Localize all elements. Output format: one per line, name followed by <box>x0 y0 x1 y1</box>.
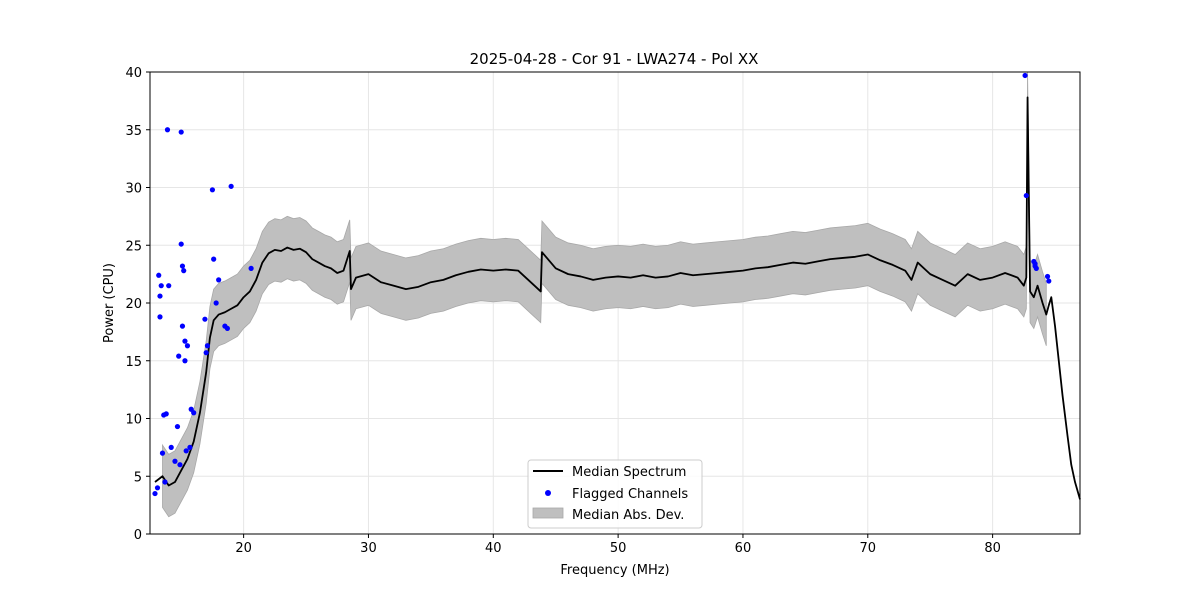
plot-area <box>149 71 1081 535</box>
flagged-channel-point <box>158 283 164 289</box>
y-tick-label: 15 <box>125 355 142 370</box>
flagged-channel-point <box>177 462 183 468</box>
flagged-channel-point <box>159 450 166 456</box>
y-tick-label: 10 <box>125 413 142 428</box>
flagged-channel-point <box>162 479 168 485</box>
mad-band-area <box>162 71 1047 518</box>
y-axis-label: Power (CPU) <box>102 263 117 343</box>
flagged-channel-point <box>211 256 217 262</box>
flagged-channel-point <box>228 183 234 189</box>
legend-fill-swatch <box>532 507 564 519</box>
legend-point-swatch <box>545 490 551 496</box>
x-tick-label: 20 <box>235 541 252 556</box>
y-tick-label: 0 <box>134 528 142 543</box>
y-tick-label: 5 <box>134 470 142 485</box>
flagged-channel-point <box>157 293 163 299</box>
flagged-channel-point <box>209 187 216 193</box>
flagged-channel-point <box>184 343 191 349</box>
flagged-channel-point <box>163 411 169 417</box>
flagged-channel-point <box>156 272 162 278</box>
flagged-channel-point <box>202 316 208 322</box>
x-tick-label: 50 <box>610 541 627 556</box>
flagged-channel-point <box>178 129 184 135</box>
flagged-channel-point <box>168 444 174 450</box>
y-axis-ticks: 0 5 10 15 20 25 30 35 40 <box>125 66 150 543</box>
flagged-channel-point <box>181 268 187 274</box>
flagged-channel-point <box>204 343 211 349</box>
x-axis-label: Frequency (MHz) <box>560 563 669 578</box>
flagged-channel-point <box>174 423 181 430</box>
flagged-channel-point <box>157 314 163 320</box>
flagged-channels-points <box>152 72 1052 497</box>
flagged-channel-point <box>178 241 184 247</box>
flagged-channel-point <box>172 458 178 464</box>
flagged-channel-point <box>187 444 193 450</box>
legend-label-mad: Median Abs. Dev. <box>572 508 684 523</box>
flagged-channel-point <box>191 410 197 416</box>
flagged-channel-point <box>1033 265 1039 271</box>
y-tick-label: 35 <box>125 124 142 139</box>
flagged-channel-point <box>216 277 222 283</box>
flagged-channel-point <box>179 323 186 329</box>
flagged-channel-point <box>1044 273 1051 280</box>
y-tick-label: 40 <box>125 66 142 81</box>
legend-label-flagged: Flagged Channels <box>572 487 688 502</box>
flagged-channel-point <box>1022 72 1028 79</box>
y-tick-label: 20 <box>125 297 142 312</box>
flagged-channel-point <box>1046 278 1052 284</box>
flagged-channel-point <box>213 300 219 306</box>
flagged-channel-point <box>152 490 158 497</box>
x-tick-label: 60 <box>735 541 752 556</box>
flagged-channel-point <box>182 358 188 364</box>
legend: Median Spectrum Flagged Channels Median … <box>527 459 703 529</box>
chart-title: 2025-04-28 - Cor 91 - LWA274 - Pol XX <box>470 50 759 68</box>
flagged-channel-point <box>179 263 186 269</box>
median-spectrum-path <box>154 96 1081 500</box>
x-tick-label: 30 <box>360 541 377 556</box>
flagged-channel-point <box>164 127 171 133</box>
flagged-channel-point <box>182 338 188 344</box>
x-axis-ticks: 20 30 40 50 60 70 80 <box>235 534 1001 556</box>
y-tick-label: 25 <box>125 239 142 254</box>
flagged-channel-point <box>183 448 189 454</box>
x-tick-label: 80 <box>984 541 1001 556</box>
legend-box <box>527 459 703 529</box>
flagged-channel-point <box>248 265 254 271</box>
flagged-channel-point <box>154 485 161 491</box>
flagged-channel-point <box>224 325 230 332</box>
flagged-channel-point <box>176 353 182 359</box>
y-tick-label: 30 <box>125 182 142 197</box>
flagged-channel-point <box>203 350 209 356</box>
flagged-channel-point <box>166 283 172 289</box>
mad-band <box>162 71 1047 518</box>
legend-label-median: Median Spectrum <box>572 465 686 480</box>
x-tick-label: 40 <box>485 541 502 556</box>
x-tick-label: 70 <box>860 541 877 556</box>
median-spectrum-line <box>154 96 1081 500</box>
flagged-channel-point <box>1023 192 1029 199</box>
